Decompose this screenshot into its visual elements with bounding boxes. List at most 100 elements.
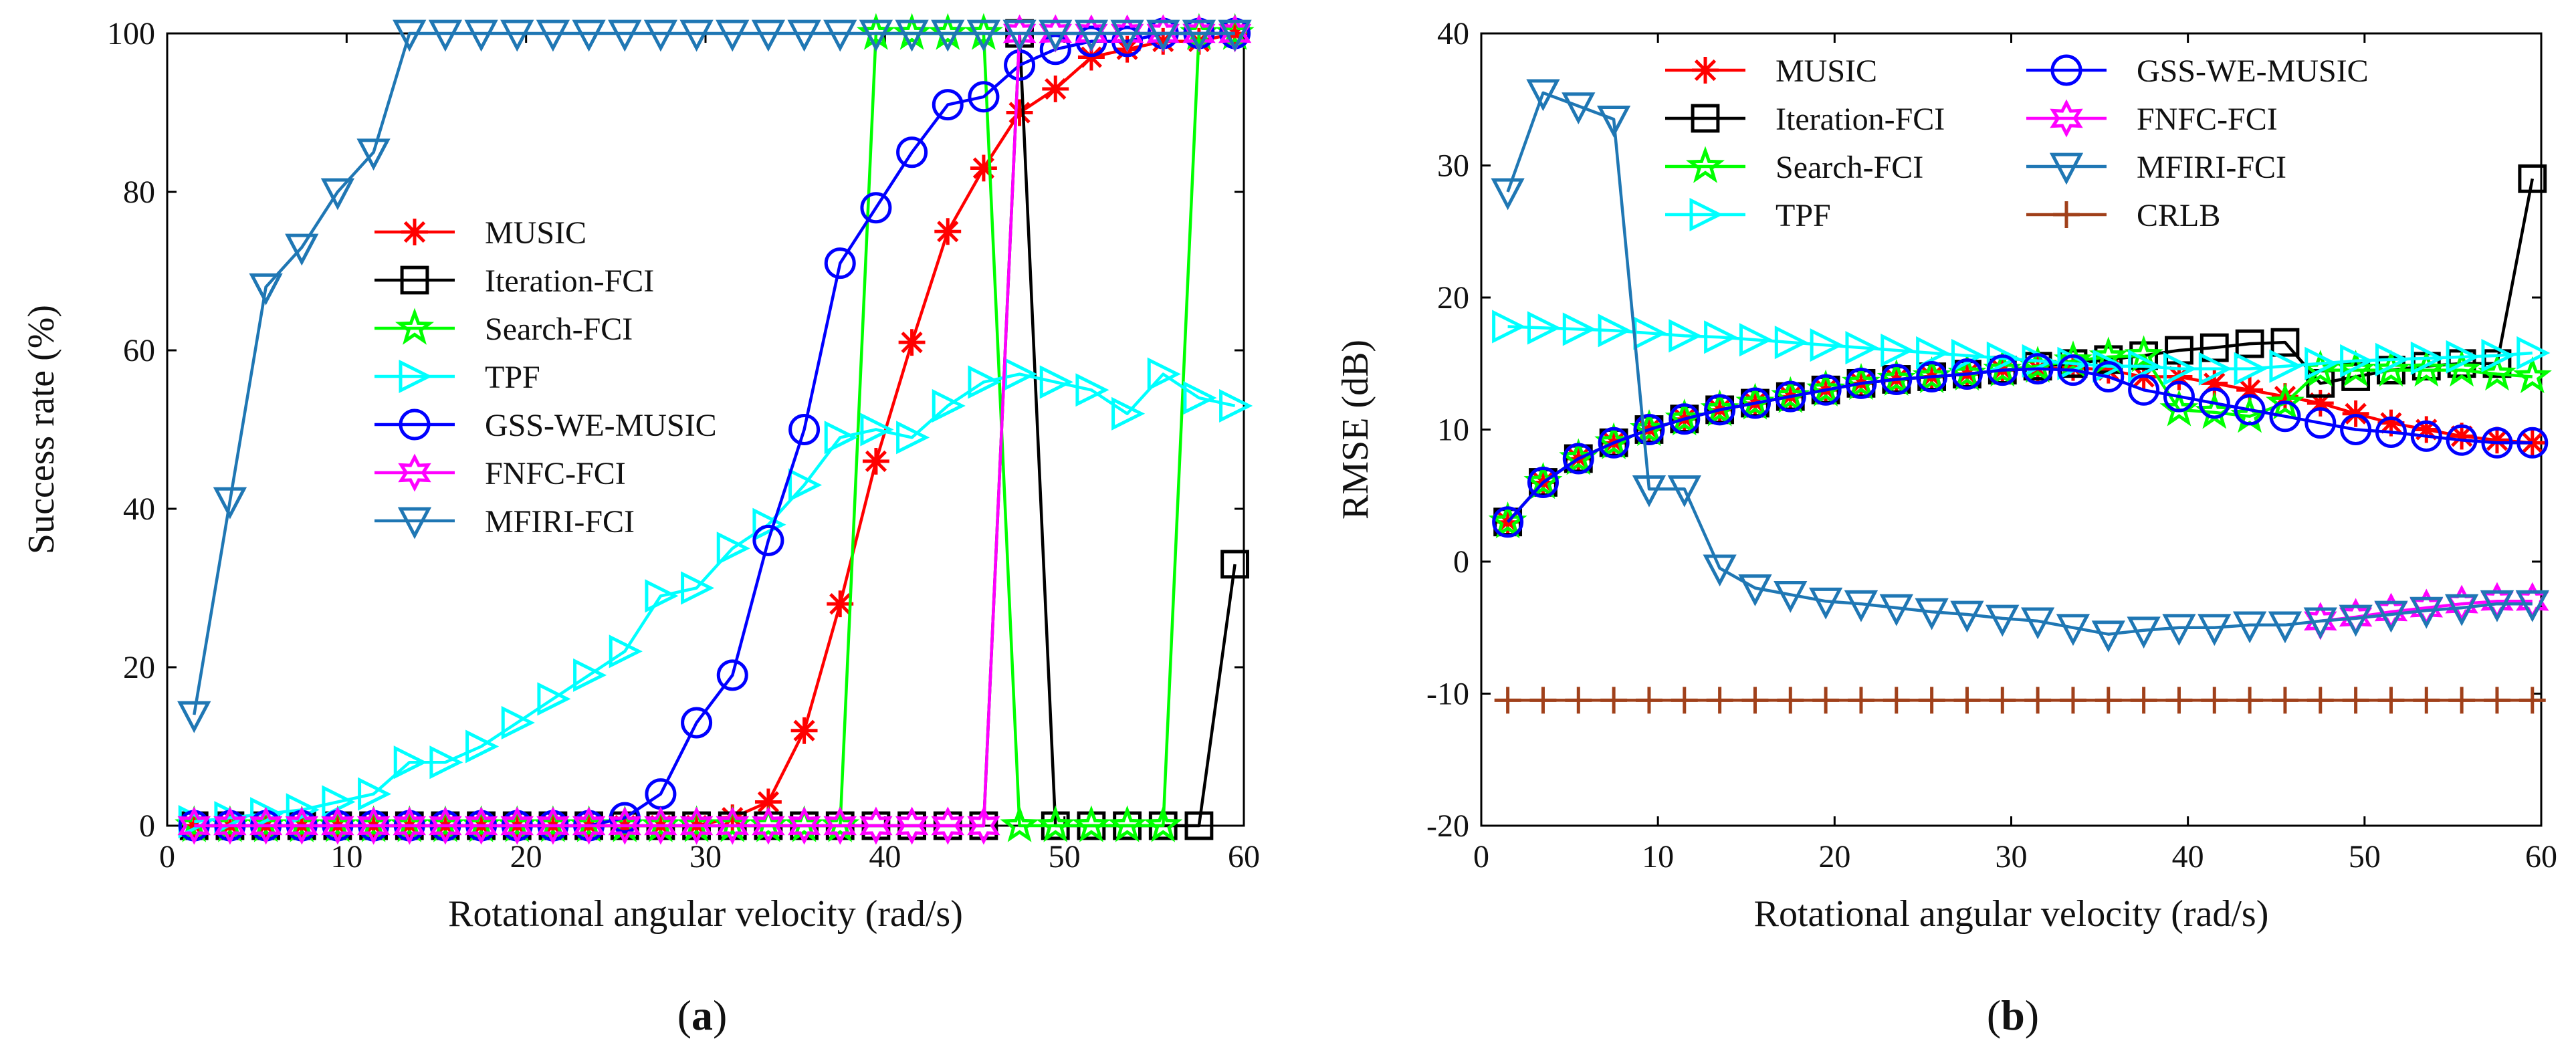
data-point xyxy=(1881,333,1915,368)
data-point xyxy=(787,19,821,52)
data-point xyxy=(827,590,854,618)
data-point xyxy=(932,89,964,121)
chart-panel-b: 0 10 20 30 40 50 60 -20 -10 0 10 20 30 40 Rotational a… xyxy=(1335,16,2557,935)
data-point xyxy=(2304,346,2339,380)
data-point xyxy=(1951,338,1985,372)
data-point xyxy=(1704,394,1736,426)
y-tick-label: 30 xyxy=(1437,148,1469,184)
data-point xyxy=(1527,467,1559,498)
data-point xyxy=(1700,389,1739,427)
caption-part: ( xyxy=(677,991,691,1039)
data-point xyxy=(1844,590,1879,622)
legend-label: Iteration-FCI xyxy=(485,263,654,299)
data-point xyxy=(1220,550,1249,579)
data-point xyxy=(1953,687,1981,714)
legend-label: CRLB xyxy=(2137,198,2220,233)
data-point xyxy=(860,413,894,447)
data-point xyxy=(500,19,534,52)
caption-part: ( xyxy=(1987,991,2001,1039)
series-TPF xyxy=(1492,310,2551,386)
data-point xyxy=(2236,376,2264,404)
y-tick-label: 40 xyxy=(123,491,155,527)
data-point xyxy=(1002,19,1037,52)
legend-marker xyxy=(399,359,433,394)
data-point xyxy=(895,19,929,52)
data-point xyxy=(1183,381,1217,415)
data-point xyxy=(1596,106,1631,138)
data-point xyxy=(177,806,211,845)
data-point xyxy=(501,705,535,739)
data-point xyxy=(2197,614,2232,647)
data-point xyxy=(2446,424,2478,456)
legend-marker xyxy=(2053,201,2080,228)
data-point xyxy=(896,421,930,455)
caption-part: b xyxy=(2001,991,2025,1039)
data-point xyxy=(2377,409,2405,437)
data-point xyxy=(788,468,823,502)
data-point xyxy=(2410,420,2442,452)
data-point xyxy=(2481,427,2513,459)
data-point xyxy=(2342,400,2369,427)
data-point xyxy=(2092,361,2125,392)
legend-label: MUSIC xyxy=(485,215,586,251)
data-point xyxy=(1492,310,1526,344)
data-point xyxy=(2484,427,2510,454)
data-point xyxy=(393,19,427,52)
data-point xyxy=(1036,805,1075,842)
data-point xyxy=(1598,427,1630,459)
x-tick-label: 60 xyxy=(2525,839,2557,874)
data-point xyxy=(1184,811,1214,840)
legend-marker xyxy=(401,219,428,245)
data-point xyxy=(2407,350,2446,387)
data-point xyxy=(2518,164,2547,193)
data-point xyxy=(1848,687,1874,714)
data-point xyxy=(1741,687,1769,714)
data-point xyxy=(752,507,786,542)
data-point xyxy=(934,218,962,245)
data-point xyxy=(966,19,1001,52)
data-point xyxy=(2024,687,2052,714)
data-point xyxy=(464,806,498,845)
data-point xyxy=(1565,687,1592,714)
x-tick-label: 60 xyxy=(1228,839,1260,874)
y-axis-label: Success rate (%) xyxy=(21,305,62,554)
data-point xyxy=(1039,19,1073,52)
data-point xyxy=(1774,581,1808,613)
panel-caption: (b) xyxy=(1987,991,2039,1039)
data-point xyxy=(2516,336,2551,370)
data-point xyxy=(2165,687,2193,714)
x-tick-label: 30 xyxy=(1996,839,2028,874)
data-point xyxy=(177,701,211,733)
legend-label: TPF xyxy=(485,360,540,395)
data-point xyxy=(2198,387,2230,419)
data-point xyxy=(1845,367,1877,399)
data-point xyxy=(608,806,642,845)
caption-part: ) xyxy=(2025,991,2039,1039)
legend-label: FNFC-FCI xyxy=(2137,102,2278,137)
data-point xyxy=(1629,408,1669,447)
data-point xyxy=(645,579,679,613)
data-point xyxy=(1111,396,1146,431)
legend-label: GSS-WE-MUSIC xyxy=(485,408,717,443)
series-line xyxy=(1506,366,2533,523)
y-tick-label: 10 xyxy=(1437,413,1469,448)
series-MFIRI-FCI xyxy=(177,19,1252,733)
legend-marker xyxy=(1691,104,1720,133)
data-point xyxy=(2232,611,2267,644)
data-point xyxy=(824,247,856,279)
data-point xyxy=(2128,374,2160,406)
data-point xyxy=(2306,390,2334,417)
y-tick-label: 40 xyxy=(1437,16,1469,51)
data-point xyxy=(931,19,965,52)
data-point xyxy=(752,524,784,556)
series-GSS-WE-MUSIC xyxy=(1492,353,2549,538)
data-point xyxy=(1146,19,1180,52)
data-point xyxy=(1808,587,1843,620)
data-point xyxy=(2413,687,2440,714)
data-point xyxy=(1810,374,1842,406)
data-point xyxy=(2484,687,2510,714)
caption-part: a xyxy=(691,991,713,1039)
data-point xyxy=(823,19,857,52)
data-point xyxy=(859,19,893,52)
data-point xyxy=(2234,394,2266,426)
